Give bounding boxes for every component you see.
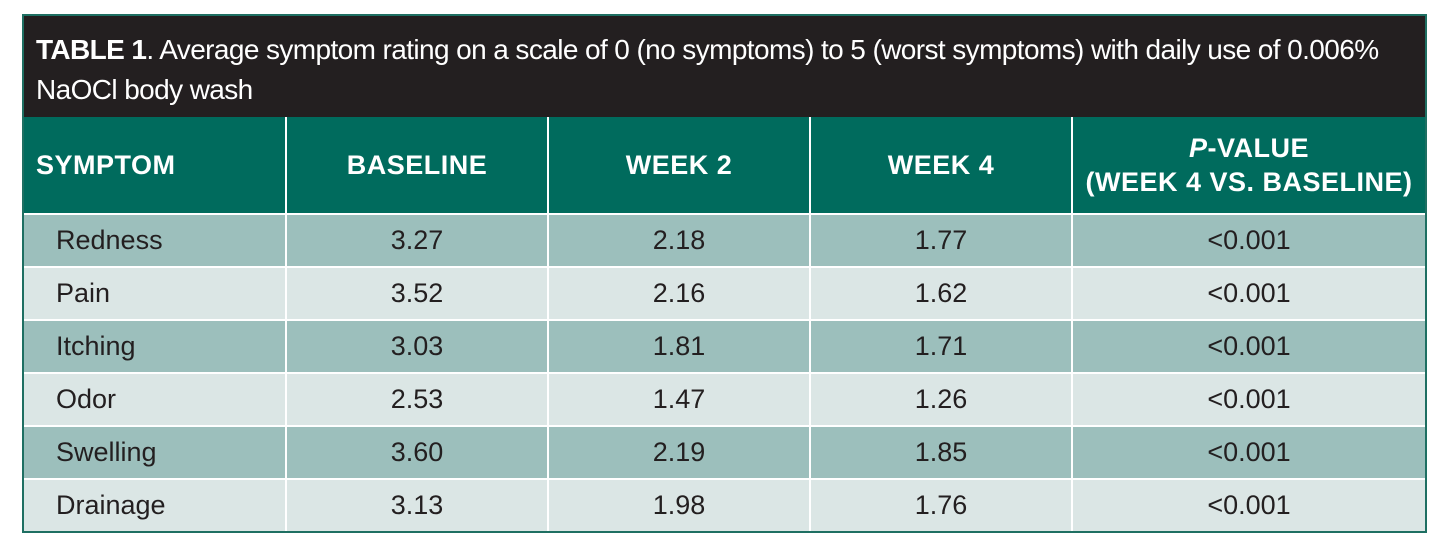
- cell-baseline: 3.13: [286, 479, 549, 531]
- header-week2: WEEK 2: [548, 117, 811, 215]
- table-row: Pain 3.52 2.16 1.62 <0.001: [24, 267, 1425, 321]
- cell-baseline: 3.27: [286, 214, 549, 268]
- cell-week4: 1.85: [810, 426, 1073, 480]
- table-caption: TABLE 1. Average symptom rating on a sca…: [24, 16, 1425, 117]
- cell-pvalue: <0.001: [1072, 426, 1425, 480]
- header-pvalue-rest: -VALUE: [1207, 133, 1309, 163]
- cell-week2: 1.98: [548, 479, 811, 531]
- table-frame: TABLE 1. Average symptom rating on a sca…: [22, 14, 1427, 533]
- cell-baseline: 3.60: [286, 426, 549, 480]
- cell-pvalue: <0.001: [1072, 267, 1425, 321]
- cell-week4: 1.26: [810, 373, 1073, 427]
- cell-symptom: Odor: [24, 373, 287, 427]
- cell-pvalue: <0.001: [1072, 373, 1425, 427]
- table-row: Itching 3.03 1.81 1.71 <0.001: [24, 320, 1425, 374]
- table-row: Redness 3.27 2.18 1.77 <0.001: [24, 214, 1425, 268]
- table-caption-label: TABLE 1: [36, 34, 147, 65]
- cell-symptom: Swelling: [24, 426, 287, 480]
- cell-symptom: Redness: [24, 214, 287, 268]
- cell-symptom: Itching: [24, 320, 287, 374]
- cell-baseline: 3.52: [286, 267, 549, 321]
- cell-baseline: 2.53: [286, 373, 549, 427]
- cell-week4: 1.76: [810, 479, 1073, 531]
- table-body: Redness 3.27 2.18 1.77 <0.001 Pain 3.52 …: [24, 214, 1425, 531]
- header-baseline: BASELINE: [286, 117, 549, 215]
- cell-week4: 1.71: [810, 320, 1073, 374]
- cell-week2: 1.81: [548, 320, 811, 374]
- table-row: Swelling 3.60 2.19 1.85 <0.001: [24, 426, 1425, 480]
- cell-symptom: Drainage: [24, 479, 287, 531]
- cell-week2: 2.18: [548, 214, 811, 268]
- table-row: Drainage 3.13 1.98 1.76 <0.001: [24, 479, 1425, 531]
- header-pvalue-line1: P-VALUE: [1073, 131, 1425, 165]
- cell-pvalue: <0.001: [1072, 479, 1425, 531]
- header-pvalue-line2: (WEEK 4 VS. BASELINE): [1085, 167, 1413, 197]
- cell-week2: 2.19: [548, 426, 811, 480]
- cell-pvalue: <0.001: [1072, 320, 1425, 374]
- cell-week2: 2.16: [548, 267, 811, 321]
- symptom-table: SYMPTOM BASELINE WEEK 2 WEEK 4 P-VALUE (…: [24, 117, 1425, 531]
- cell-baseline: 3.03: [286, 320, 549, 374]
- cell-week4: 1.77: [810, 214, 1073, 268]
- header-pvalue: P-VALUE (WEEK 4 VS. BASELINE): [1072, 117, 1425, 215]
- cell-week4: 1.62: [810, 267, 1073, 321]
- cell-symptom: Pain: [24, 267, 287, 321]
- cell-week2: 1.47: [548, 373, 811, 427]
- cell-pvalue: <0.001: [1072, 214, 1425, 268]
- table-caption-text: . Average symptom rating on a scale of 0…: [36, 34, 1379, 105]
- header-pvalue-letter: P: [1188, 133, 1208, 163]
- table-row: Odor 2.53 1.47 1.26 <0.001: [24, 373, 1425, 427]
- header-week4: WEEK 4: [810, 117, 1073, 215]
- header-symptom: SYMPTOM: [24, 117, 287, 215]
- table-header-row: SYMPTOM BASELINE WEEK 2 WEEK 4 P-VALUE (…: [24, 117, 1425, 215]
